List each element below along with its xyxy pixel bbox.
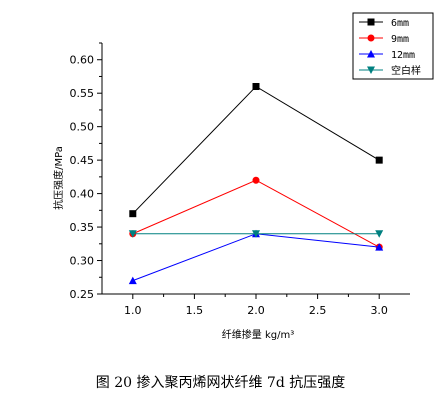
data-point <box>128 230 137 238</box>
series-3 <box>128 230 384 238</box>
legend-marker <box>367 18 375 26</box>
legend-label: 9mm <box>391 34 409 45</box>
data-point <box>252 83 260 91</box>
x-tick-label: 2.0 <box>247 304 265 317</box>
series-line <box>132 233 380 282</box>
legend-label: 空白样 <box>391 64 421 77</box>
legend-box <box>352 12 434 80</box>
data-point <box>128 276 137 285</box>
x-tick-label: 2.5 <box>309 304 327 317</box>
y-axis-ticks: 0.25 0.30 0.35 0.40 0.45 0.50 0.55 0.60 <box>70 42 102 301</box>
y-tick-label: 0.35 <box>70 221 95 234</box>
x-axis-ticks: 1.0 1.5 2.0 2.5 3.0 <box>124 294 388 317</box>
data-point <box>252 230 260 238</box>
legend-marker <box>367 34 375 42</box>
y-tick-label: 0.45 <box>70 154 95 167</box>
data-point <box>252 176 260 184</box>
figure-caption: 图 20 掺入聚丙烯网状纤维 7d 抗压强度 <box>95 375 346 391</box>
y-tick-label: 0.25 <box>70 288 95 301</box>
y-tick-label: 0.60 <box>70 54 95 67</box>
x-axis-title: 纤维掺量 kg/m³ <box>222 328 294 341</box>
legend-label: 6mm <box>391 18 409 29</box>
y-tick-label: 0.55 <box>70 87 95 100</box>
series-1 <box>129 176 383 251</box>
x-tick-label: 1.5 <box>186 304 204 317</box>
legend: 6mm 9mm 12mm 空白样 <box>352 12 434 80</box>
series-2 <box>128 229 384 285</box>
series-layer <box>128 83 384 285</box>
legend-label: 12mm <box>391 50 415 61</box>
y-tick-label: 0.30 <box>70 255 95 268</box>
legend-marker <box>367 66 375 74</box>
x-tick-label: 1.0 <box>124 304 142 317</box>
y-tick-label: 0.50 <box>70 121 95 134</box>
data-point <box>375 230 384 238</box>
series-0 <box>129 83 383 218</box>
data-point <box>375 243 384 251</box>
data-point <box>129 210 137 218</box>
axes <box>101 43 410 295</box>
y-axis-title: 抗压强度/MPa <box>52 146 65 210</box>
y-tick-label: 0.40 <box>70 188 95 201</box>
legend-marker <box>367 50 375 58</box>
data-point <box>375 156 383 164</box>
series-line <box>132 85 380 215</box>
x-tick-label: 3.0 <box>370 304 388 317</box>
